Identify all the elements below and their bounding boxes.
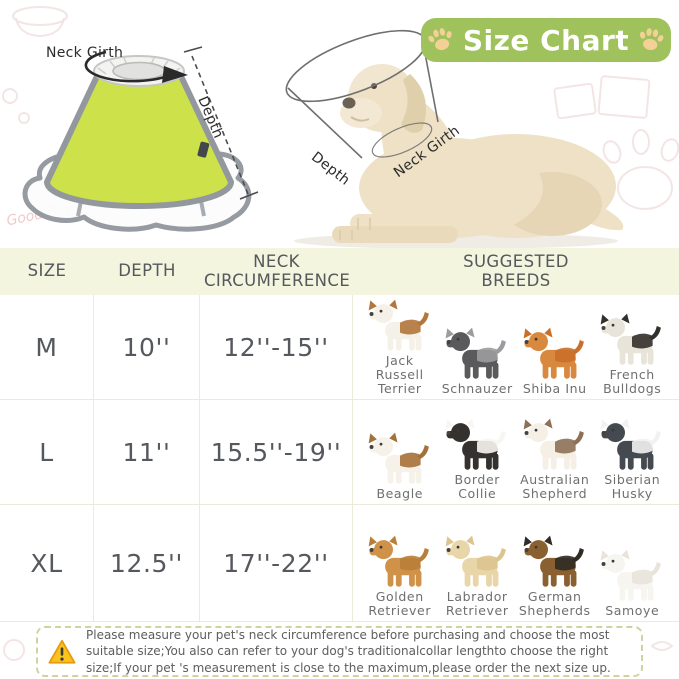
warning-icon — [48, 639, 76, 664]
breed-figure: Golden Retriever — [361, 535, 439, 618]
size-table-body: M 10'' 12''-15'' Jack Russell Terrier — [0, 295, 679, 622]
breed-name: French Bulldogs — [603, 367, 662, 396]
breed-figure: Samoye — [594, 549, 672, 618]
table-row: XL 12.5'' 17''-22'' Golden Retriever — [0, 505, 679, 622]
dog-icon — [368, 535, 429, 587]
depth-cell: 10'' — [94, 295, 200, 400]
depth-value: 10'' — [122, 332, 171, 362]
size-value: XL — [30, 548, 63, 578]
breed-figure: Jack Russell Terrier — [361, 299, 439, 396]
neck-value: 17''-22'' — [223, 548, 329, 578]
dog-icon — [368, 432, 429, 484]
size-cell: L — [0, 400, 94, 505]
breed-figure: Schnauzer — [439, 327, 517, 396]
table-row: M 10'' 12''-15'' Jack Russell Terrier — [0, 295, 679, 400]
depth-value: 12.5'' — [109, 548, 183, 578]
dog-icon — [445, 535, 507, 587]
size-chart-badge: Size Chart — [421, 18, 671, 62]
breed-figure: Beagle — [361, 432, 439, 501]
breed-name: Australian Shepherd — [520, 472, 590, 501]
dog-icon — [523, 327, 584, 379]
dog-icon — [600, 313, 662, 365]
neck-value: 12''-15'' — [223, 332, 329, 362]
size-cell: XL — [0, 505, 94, 622]
breed-figure: Australian Shepherd — [516, 418, 594, 501]
breed-figure: Siberian Husky — [594, 418, 672, 501]
size-value: M — [35, 332, 58, 362]
neck-value: 15.5''-19'' — [210, 437, 342, 467]
header-neck-circumference: NECK CIRCUMFERENCE — [204, 251, 351, 290]
dog-icon — [523, 418, 584, 470]
breed-figure: Labrador Retriever — [439, 535, 517, 618]
breeds-cell: Jack Russell Terrier Schnauzer — [353, 295, 679, 400]
page-title: Size Chart — [462, 23, 630, 57]
dog-with-cone-illustration — [285, 29, 624, 249]
breed-name: Samoye — [605, 603, 660, 618]
dog-icon — [368, 299, 429, 351]
breed-figure: German Shepherds — [516, 535, 594, 618]
cone-neck-girth-label: Neck Girth — [46, 45, 124, 61]
breed-figure: French Bulldogs — [594, 313, 672, 396]
breed-figure: Shiba Inu — [516, 327, 594, 396]
breed-name: Golden Retriever — [368, 589, 432, 618]
neck-cell: 15.5''-19'' — [200, 400, 353, 505]
header-size: SIZE — [27, 261, 67, 281]
size-value: L — [39, 437, 54, 467]
cone-product-illustration — [22, 46, 259, 232]
breed-name: Labrador Retriever — [445, 589, 509, 618]
breeds-cell: Beagle Border Collie — [353, 400, 679, 505]
breed-name: Beagle — [376, 486, 424, 501]
dog-icon — [600, 418, 662, 470]
notice-box: Please measure your pet's neck circumfer… — [36, 626, 643, 677]
breed-figure: Border Collie — [439, 418, 517, 501]
size-table-header: SIZE DEPTH NECK CIRCUMFERENCE SUGGESTED … — [0, 248, 679, 295]
breeds-cell: Golden Retriever Labrador Retriever — [353, 505, 679, 622]
depth-cell: 12.5'' — [94, 505, 200, 622]
paw-icon — [428, 28, 452, 51]
notice-text: Please measure your pet's neck circumfer… — [86, 628, 611, 675]
breed-name: German Shepherds — [518, 589, 591, 618]
breed-name: Border Collie — [454, 472, 500, 501]
dog-icon — [523, 535, 584, 587]
breed-name: Shiba Inu — [522, 381, 587, 396]
breed-name: Schnauzer — [441, 381, 513, 396]
size-cell: M — [0, 295, 94, 400]
table-row: L 11'' 15.5''-19'' Beagle — [0, 400, 679, 505]
neck-cell: 12''-15'' — [200, 295, 353, 400]
header-depth: DEPTH — [118, 261, 176, 281]
dog-icon — [445, 418, 507, 470]
dog-icon — [445, 327, 507, 379]
depth-cell: 11'' — [94, 400, 200, 505]
header-suggested-breeds: SUGGESTED BREEDS — [463, 251, 569, 290]
depth-value: 11'' — [122, 437, 171, 467]
breed-name: Jack Russell Terrier — [375, 353, 424, 396]
breed-name: Siberian Husky — [604, 472, 661, 501]
paw-icon — [640, 28, 664, 51]
dog-icon — [600, 549, 662, 601]
neck-cell: 17''-22'' — [200, 505, 353, 622]
